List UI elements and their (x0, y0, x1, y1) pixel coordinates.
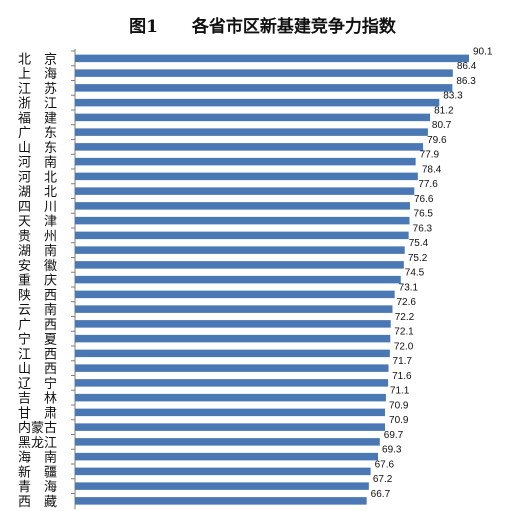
bar (75, 320, 391, 328)
bar (75, 467, 371, 476)
category-label: 广 东 (18, 126, 57, 141)
bar (75, 98, 440, 107)
value-label: 76.3 (413, 223, 433, 234)
bar (75, 334, 391, 343)
value-label: 78.4 (422, 164, 442, 175)
category-label: 四 川 (18, 200, 57, 215)
bar (75, 113, 431, 122)
category-label: 浙 江 (18, 97, 57, 112)
bar (75, 202, 410, 210)
value-label: 74.5 (405, 268, 425, 279)
bar (75, 157, 416, 166)
value-label: 70.9 (389, 400, 409, 411)
bar (75, 261, 404, 269)
value-label: 76.5 (414, 209, 434, 220)
value-label: 71.7 (393, 356, 413, 367)
category-label: 重 庆 (18, 273, 57, 289)
value-label: 69.3 (382, 445, 402, 456)
value-label: 72.2 (395, 312, 415, 323)
bar (75, 128, 428, 136)
bar (75, 54, 469, 63)
category-label: 山 西 (18, 362, 57, 377)
category-label: 江 西 (18, 347, 57, 362)
category-label: 云 南 (18, 302, 57, 318)
category-label: 河 南 (18, 155, 57, 171)
value-label: 81.2 (434, 105, 454, 116)
bar (75, 438, 380, 446)
category-label: 甘 肃 (18, 406, 57, 421)
bar (75, 290, 395, 299)
value-label: 86.4 (457, 61, 477, 72)
value-label: 71.6 (392, 371, 412, 382)
value-label: 80.7 (432, 120, 452, 131)
value-label: 75.2 (408, 253, 428, 264)
bar (75, 275, 401, 284)
category-label: 北 京 (18, 52, 57, 67)
value-label: 67.2 (373, 474, 393, 485)
bar (75, 393, 386, 402)
category-label: 吉 林 (18, 392, 57, 407)
bar (75, 172, 418, 181)
category-label: 内蒙古 (18, 420, 57, 436)
bar (75, 408, 386, 417)
value-label: 72.1 (394, 327, 414, 338)
value-label: 76.6 (414, 194, 434, 205)
bar (75, 216, 410, 225)
value-label: 71.1 (390, 386, 410, 397)
bar (75, 231, 409, 240)
category-label: 湖 南 (18, 243, 57, 259)
category-label: 安 徽 (18, 259, 57, 274)
bar (75, 364, 389, 372)
bar (75, 69, 453, 77)
category-label: 辽 宁 (18, 376, 57, 392)
value-label: 90.1 (473, 46, 493, 57)
category-label: 宁 夏 (18, 332, 57, 348)
category-label: 西 藏 (18, 495, 57, 510)
value-label: 75.4 (409, 238, 429, 249)
value-label: 72.6 (396, 297, 416, 308)
bar (75, 349, 390, 358)
value-label: 66.7 (371, 489, 391, 500)
value-label: 83.3 (443, 91, 463, 102)
category-label: 广 西 (18, 318, 57, 333)
bar (75, 379, 389, 387)
bar (75, 423, 386, 431)
category-label: 新 疆 (18, 464, 57, 480)
category-label: 海 南 (18, 450, 57, 466)
category-label: 天 津 (18, 215, 57, 230)
category-label: 黑龙江 (18, 436, 57, 451)
value-label: 73.1 (399, 282, 419, 293)
category-label: 江 苏 (18, 81, 57, 97)
value-label: 79.6 (427, 135, 447, 146)
bar (75, 482, 369, 490)
value-label: 77.6 (418, 179, 438, 190)
value-label: 86.3 (456, 76, 476, 87)
value-label: 67.6 (375, 459, 395, 470)
bar (75, 187, 415, 195)
bar (75, 246, 405, 254)
bar (75, 452, 379, 461)
category-label: 山 东 (18, 141, 57, 156)
category-label: 贵 州 (18, 229, 57, 244)
category-label: 上 海 (18, 67, 57, 82)
bar (75, 143, 424, 151)
category-label: 福 建 (18, 111, 57, 126)
category-label: 河 北 (18, 170, 57, 185)
value-label: 70.9 (389, 415, 409, 426)
category-label: 陕 西 (18, 288, 57, 303)
bar (75, 497, 367, 505)
bar (75, 84, 453, 92)
chart-title: 图1 各省市区新基建竞争力指数 (129, 17, 396, 37)
bar (75, 305, 393, 313)
category-label: 青 海 (18, 480, 57, 495)
value-label: 72.0 (394, 341, 414, 352)
value-label: 77.9 (420, 150, 440, 161)
value-label: 69.7 (384, 430, 404, 441)
category-label: 湖 北 (18, 185, 57, 200)
